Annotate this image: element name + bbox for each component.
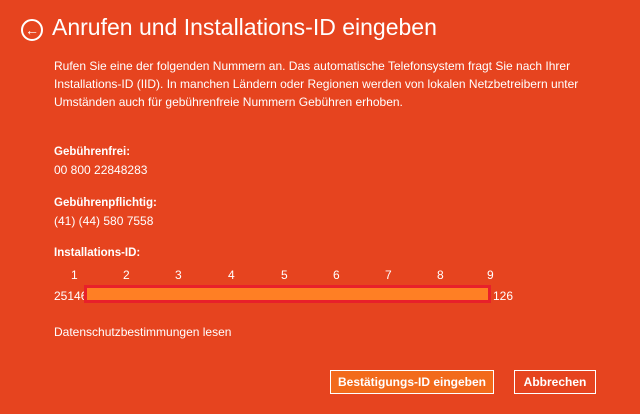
page-title: Anrufen und Installations-ID eingeben — [52, 14, 437, 40]
description-line: Umständen auch für gebührenfreie Nummern… — [54, 95, 403, 109]
group-number: 6 — [333, 268, 340, 282]
installation-id-label: Installations-ID: — [54, 247, 141, 259]
group-number: 1 — [71, 268, 78, 282]
enter-confirmation-id-button[interactable]: Bestätigungs-ID eingeben — [330, 370, 494, 394]
back-arrow-icon[interactable]: ← — [21, 19, 43, 41]
group-number: 7 — [385, 268, 392, 282]
redacted-installation-id — [84, 285, 491, 303]
toll-number: (41) (44) 580 7558 — [54, 214, 154, 228]
installation-id-start: 25146 — [54, 289, 88, 303]
tollfree-number: 00 800 22848283 — [54, 163, 148, 177]
toll-label: Gebührenpflichtig: — [54, 197, 157, 209]
description-line: Installations-ID (IID). In manchen Lände… — [54, 77, 579, 91]
description: Rufen Sie eine der folgenden Nummern an.… — [54, 57, 624, 111]
group-number: 5 — [281, 268, 288, 282]
description-line: Rufen Sie eine der folgenden Nummern an.… — [54, 59, 571, 73]
privacy-link[interactable]: Datenschutzbestimmungen lesen — [54, 325, 232, 339]
tollfree-label: Gebührenfrei: — [54, 146, 131, 158]
cancel-button[interactable]: Abbrechen — [514, 370, 596, 394]
group-number: 8 — [437, 268, 444, 282]
group-number: 9 — [487, 268, 494, 282]
group-number: 4 — [228, 268, 235, 282]
installation-id-end: 126 — [493, 289, 514, 303]
group-number: 3 — [175, 268, 182, 282]
group-number: 2 — [123, 268, 130, 282]
